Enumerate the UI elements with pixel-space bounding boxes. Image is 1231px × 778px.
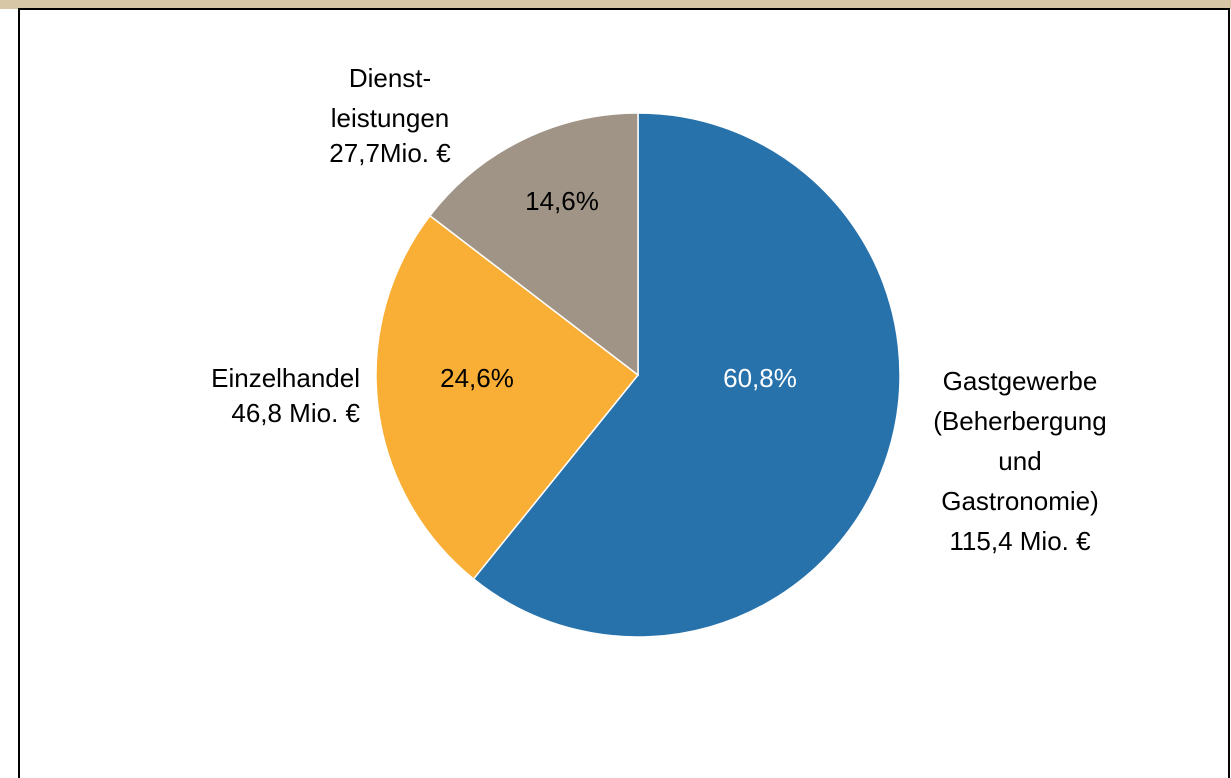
amount-label: 46,8 Mio. € xyxy=(231,398,360,428)
pie-slice xyxy=(375,214,640,581)
value-label: 14,6% xyxy=(525,186,599,216)
category-label: Gastronomie) xyxy=(941,486,1099,516)
pie-slice xyxy=(428,112,639,377)
amount-label: 27,7Mio. € xyxy=(329,138,451,168)
header-strip xyxy=(0,0,1231,9)
category-label: und xyxy=(998,446,1041,476)
frame xyxy=(18,8,1230,778)
category-label: (Beherbergung xyxy=(933,406,1106,436)
amount-label: 115,4 Mio. € xyxy=(949,526,1091,556)
pie-slice xyxy=(472,112,901,638)
value-label: 24,6% xyxy=(440,363,514,393)
category-label: leistungen xyxy=(331,103,450,133)
category-label: Gastgewerbe xyxy=(943,366,1098,396)
category-label: Dienst- xyxy=(349,63,431,93)
category-label: Einzelhandel xyxy=(211,363,360,393)
value-label: 60,8% xyxy=(723,363,797,393)
